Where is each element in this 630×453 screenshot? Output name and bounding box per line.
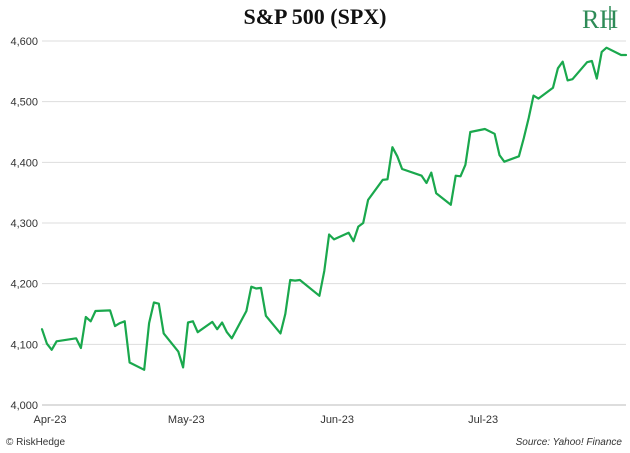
y-tick-label: 4,500 bbox=[10, 97, 38, 109]
x-tick-label: Apr-23 bbox=[33, 414, 66, 426]
chart-title: S&P 500 (SPX) bbox=[243, 4, 387, 29]
y-tick-label: 4,400 bbox=[10, 157, 38, 169]
x-tick-label: Jun-23 bbox=[320, 414, 354, 426]
y-tick-label: 4,200 bbox=[10, 279, 38, 291]
source-label: Source: Yahoo! Finance bbox=[515, 437, 622, 448]
x-tick-label: May-23 bbox=[168, 414, 205, 426]
y-tick-label: 4,000 bbox=[10, 400, 38, 412]
riskhedge-logo-mark: RH bbox=[582, 5, 618, 34]
y-tick-label: 4,600 bbox=[10, 36, 38, 48]
y-tick-label: 4,100 bbox=[10, 339, 38, 351]
logo-text: RH bbox=[582, 5, 618, 34]
y-tick-label: 4,300 bbox=[10, 218, 38, 230]
x-tick-label: Jul-23 bbox=[468, 414, 498, 426]
spx-series-line bbox=[40, 46, 628, 371]
riskhedge-logo: RH bbox=[580, 4, 624, 34]
copyright-label: © RiskHedge bbox=[6, 437, 66, 448]
